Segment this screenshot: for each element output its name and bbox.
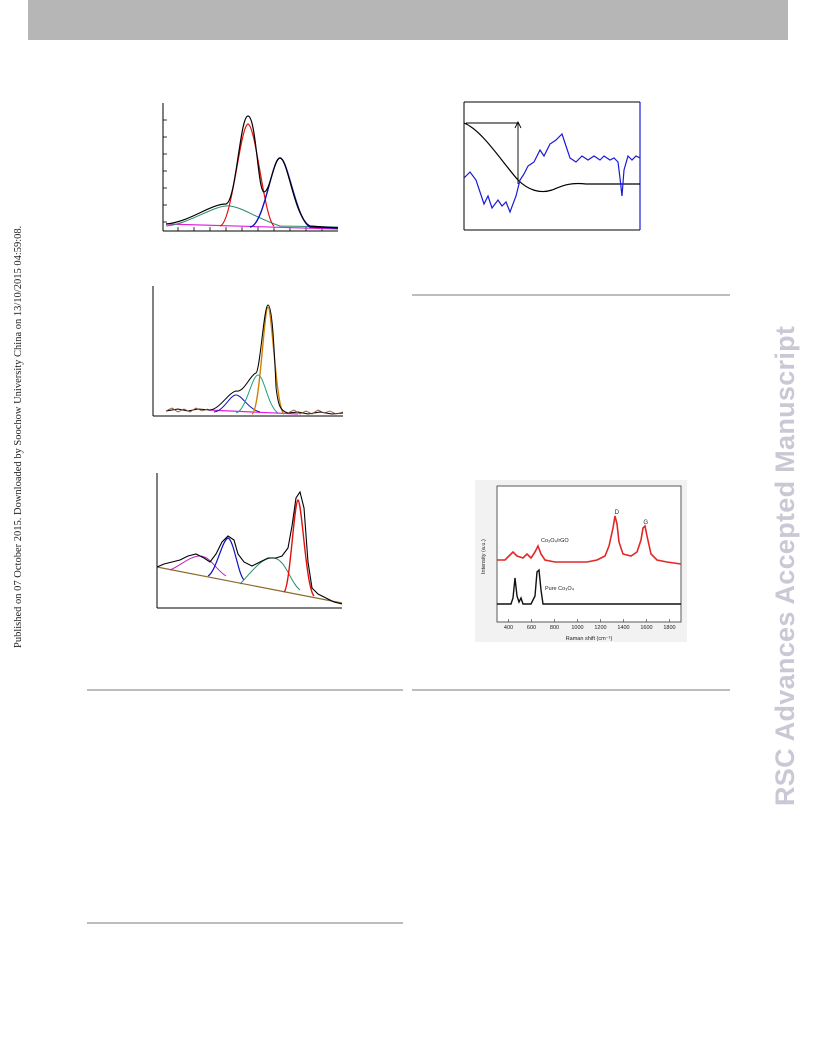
rule-right-upper [412, 294, 730, 296]
xps-chart-middle [152, 286, 344, 417]
series-component-teal [165, 205, 339, 228]
raman-plot-area [496, 485, 682, 623]
series-co3o4-rgo [497, 515, 682, 565]
series-background-brown [156, 566, 343, 604]
series-component-red [283, 499, 315, 597]
series-envelope-black [156, 490, 343, 605]
download-notice: Published on 07 October 2015. Downloaded… [13, 225, 24, 648]
raman-xtick-label-7: 1800 [663, 625, 675, 631]
series-blue [463, 132, 641, 214]
raman-xtick-label-5: 1400 [617, 625, 629, 631]
raman-xtick-label-1: 600 [527, 625, 536, 631]
raman-xtick-label-0: 400 [504, 625, 513, 631]
rule-left-middle [87, 689, 403, 691]
rule-left-lower [87, 922, 403, 924]
peak-label-g: G [643, 520, 648, 526]
series-component-teal [235, 374, 279, 414]
thermal-chart [463, 101, 641, 231]
xps-chart-top [162, 103, 339, 232]
raman-xtick-label-4: 1200 [594, 625, 606, 631]
annotation-arrowhead [514, 120, 522, 129]
raman-ylabel: Intensity (a.u.) [481, 539, 487, 574]
rule-right-middle [412, 689, 730, 691]
series-component-blue [207, 537, 245, 581]
raman-xtick-label-6: 1600 [640, 625, 652, 631]
accepted-manuscript-watermark: RSC Advances Accepted Manuscript [770, 325, 800, 806]
series-black [463, 122, 640, 193]
label-pure-co3o4: Pure Co₃O₄ [545, 586, 575, 592]
raman-chart: 400 600 800 1000 1200 1400 1600 1800 Co₃O₄/rGO … [481, 485, 682, 642]
series-envelope-black [165, 115, 339, 229]
label-co3o4-rgo: Co₃O₄/rGO [541, 538, 569, 544]
series-component-orange [251, 306, 285, 415]
peak-label-d: D [615, 510, 620, 516]
raman-xlabel: Raman shift (cm⁻¹) [566, 636, 613, 642]
annotation-bracket [466, 122, 519, 184]
raman-xtick-label-3: 1000 [571, 625, 583, 631]
series-raw-brown [165, 407, 344, 415]
series-envelope-black [165, 304, 344, 415]
xps-chart-bottom [156, 473, 343, 609]
series-component-blue [249, 157, 339, 229]
series-component-red [219, 123, 275, 227]
raman-xtick-label-2: 800 [550, 625, 559, 631]
series-component-blue [213, 394, 261, 413]
header-bar [28, 0, 788, 40]
series-pure-co3o4 [497, 568, 681, 605]
